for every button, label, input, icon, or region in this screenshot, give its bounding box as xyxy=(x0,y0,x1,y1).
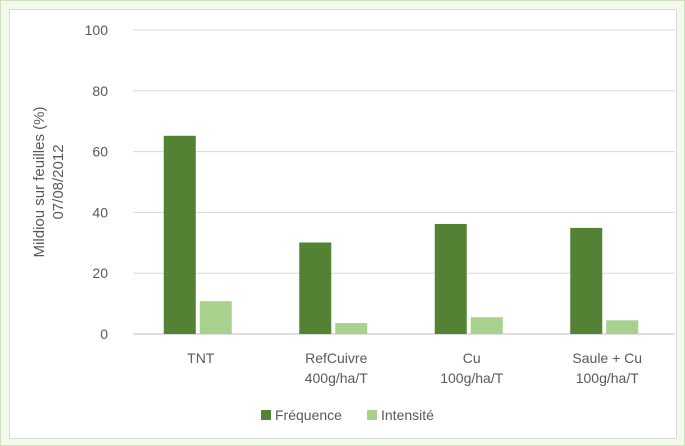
x-tick-label-line: Saule + Cu xyxy=(572,350,642,366)
x-tick-label-line: Cu xyxy=(463,350,481,366)
y-tick-label: 60 xyxy=(92,144,108,160)
legend-label-frequence: Fréquence xyxy=(275,407,342,423)
x-tick-label: Cu 100g/ha/T xyxy=(440,350,503,386)
x-tick-label-line: 400g/ha/T xyxy=(305,370,368,386)
chart-card xyxy=(9,9,677,439)
legend-swatch-intensite xyxy=(367,410,377,420)
y-axis-title-line: 07/08/2012 xyxy=(50,144,67,219)
bar-intensite xyxy=(470,317,503,334)
y-axis-title: Mildiou sur feuilles (%) 07/08/2012 xyxy=(31,107,67,258)
x-tick-label-line: TNT xyxy=(187,350,215,366)
y-tick-label: 40 xyxy=(92,204,108,220)
x-tick-label: Saule + Cu 100g/ha/T xyxy=(572,350,642,386)
y-tick-label: 0 xyxy=(100,326,108,342)
bar-frequence xyxy=(570,227,603,334)
x-tick-label-line: RefCuivre xyxy=(305,350,367,366)
bar-intensite xyxy=(606,320,639,334)
y-axis-title-line: Mildiou sur feuilles (%) xyxy=(31,107,48,258)
bar-frequence xyxy=(299,242,332,334)
bar-frequence xyxy=(434,223,467,334)
y-tick-label: 80 xyxy=(92,83,108,99)
legend-swatch-frequence xyxy=(261,410,271,420)
bar-intensite xyxy=(335,323,368,334)
bar-frequence xyxy=(163,135,196,334)
x-tick-label: TNT xyxy=(187,350,215,366)
x-tick-label-line: 100g/ha/T xyxy=(576,370,639,386)
x-tick-label-line: 100g/ha/T xyxy=(440,370,503,386)
x-tick-label: RefCuivre 400g/ha/T xyxy=(305,350,368,386)
legend-label-intensite: Intensité xyxy=(381,407,434,423)
y-tick-label: 20 xyxy=(92,265,108,281)
y-tick-label: 100 xyxy=(85,22,109,38)
bar-intensite xyxy=(199,301,232,334)
